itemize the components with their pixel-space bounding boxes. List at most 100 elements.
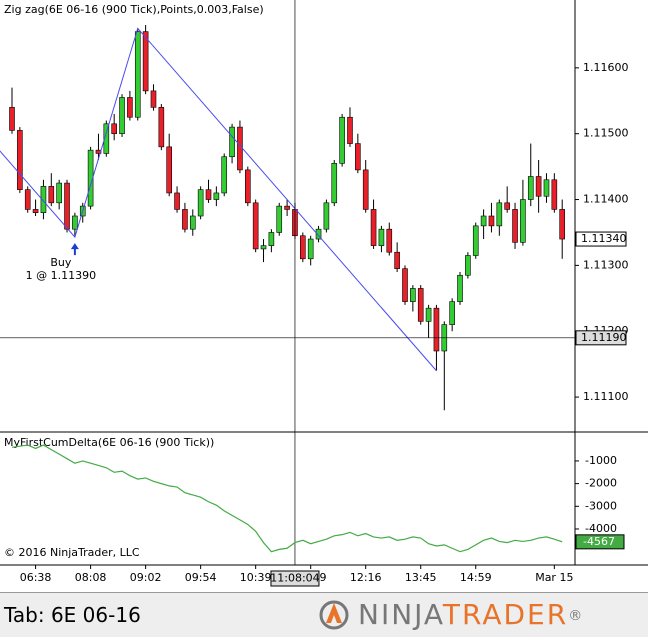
candle-body <box>56 182 62 204</box>
candle-body <box>394 251 400 269</box>
candle-body <box>535 176 542 197</box>
candle-body <box>17 130 23 190</box>
logo-icon <box>319 600 349 630</box>
candle-body <box>32 209 39 214</box>
candle-body <box>543 179 550 197</box>
x-tick-label: 10:39 <box>240 571 272 584</box>
candle-body <box>142 31 149 92</box>
logo-text: NINJATRADER® <box>358 598 584 631</box>
delta-line <box>11 444 563 553</box>
logo: NINJATRADER® <box>319 598 584 631</box>
x-tick-label: 09:54 <box>185 571 217 584</box>
candle-body <box>119 97 125 134</box>
last-price-label: 1.11340 <box>581 232 627 245</box>
candle-body <box>9 107 15 131</box>
candle-body <box>300 235 306 260</box>
crosshair-time-label: 11:08:04 <box>270 572 319 585</box>
candle-body <box>488 215 495 227</box>
crosshair-price-label: 1.11190 <box>581 331 627 344</box>
crosshair-price-box <box>575 330 627 346</box>
candle-body <box>465 255 471 276</box>
logo-left: NINJA <box>358 598 443 631</box>
footer: Tab: 6E 06-16 NINJATRADER® <box>0 592 648 637</box>
x-tick-label: 12:16 <box>350 571 382 584</box>
candle-body <box>559 209 566 240</box>
y-tick-label: 1.11400 <box>583 193 629 206</box>
candle-body <box>480 215 487 227</box>
candle-body <box>245 169 251 204</box>
candle-body <box>229 126 235 158</box>
x-tick-label: 13:45 <box>405 571 437 584</box>
candle-body <box>504 202 510 210</box>
y-tick-label: -2000 <box>585 477 617 490</box>
buy-arrow <box>70 243 79 256</box>
x-tick-label: 09:02 <box>130 571 162 584</box>
chart: Zig zag(6E 06-16 (900 Tick),Points,0.003… <box>0 0 648 587</box>
x-tick-label: 06:38 <box>20 571 52 584</box>
candle-body <box>189 215 196 230</box>
candle-body <box>433 307 440 352</box>
candle-body <box>402 268 408 302</box>
candle-body <box>72 215 78 230</box>
logo-icon <box>326 603 342 623</box>
copyright: © 2016 NinjaTrader, LLC <box>4 546 140 559</box>
candle-body <box>268 232 275 246</box>
candle-body <box>551 179 558 210</box>
indicator-title: MyFirstCumDelta(6E 06-16 (900 Tick)) <box>4 436 214 449</box>
candle-body <box>472 225 479 256</box>
candle-body <box>64 182 70 230</box>
crosshair-time-box <box>270 570 320 587</box>
candle-body <box>362 169 369 210</box>
candle-body <box>221 156 228 194</box>
last-value-label: -4567 <box>583 535 615 548</box>
candle-body <box>276 205 283 233</box>
candle-body <box>40 186 47 214</box>
x-tick-label: 14:59 <box>460 571 492 584</box>
last-value-box <box>575 534 625 550</box>
trade-detail: 1 @ 1.11390 <box>26 269 96 282</box>
y-tick-label: 1.11300 <box>583 258 629 271</box>
last-price-box <box>575 231 627 247</box>
y-tick-label: 1.11600 <box>583 61 629 74</box>
candle-body <box>24 189 31 210</box>
candle-body <box>205 189 212 200</box>
zigzag-line <box>0 27 437 372</box>
candle-body <box>449 301 455 325</box>
candle-body <box>197 189 204 217</box>
candle-body <box>111 123 117 134</box>
candle-body <box>174 192 180 210</box>
candle-body <box>520 199 526 243</box>
candle-body <box>284 205 290 210</box>
candle-body <box>417 288 424 322</box>
x-tick-label: 08:08 <box>75 571 107 584</box>
candle-body <box>252 202 259 250</box>
candle-body <box>527 176 534 200</box>
candle-body <box>512 209 518 243</box>
y-tick-label: 1.11500 <box>583 127 629 140</box>
candle-body <box>378 228 385 246</box>
candle-body <box>323 202 330 230</box>
candle-body <box>307 238 314 260</box>
candle-body <box>103 123 110 154</box>
candle-body <box>370 209 377 246</box>
tab-label[interactable]: Tab: 6E 06-16 <box>4 603 141 627</box>
candle-body <box>134 31 141 118</box>
logo-mark: ® <box>568 608 584 624</box>
candle-body <box>213 192 220 200</box>
candle-body <box>260 245 267 250</box>
candle-body <box>410 288 416 302</box>
logo-right: TRADER <box>442 598 568 631</box>
candle-body <box>158 107 165 148</box>
y-tick-label: 1.11100 <box>583 390 629 403</box>
candle-body <box>127 97 133 118</box>
candle-body <box>182 209 188 230</box>
candle-body <box>457 274 463 302</box>
y-tick-label: -4000 <box>585 522 617 535</box>
candle-body <box>386 228 393 253</box>
candle-body <box>496 202 503 227</box>
candle-body <box>48 186 55 204</box>
chart-title: Zig zag(6E 06-16 (900 Tick),Points,0.003… <box>4 3 264 16</box>
candle-body <box>315 228 322 240</box>
candle-body <box>166 146 172 194</box>
